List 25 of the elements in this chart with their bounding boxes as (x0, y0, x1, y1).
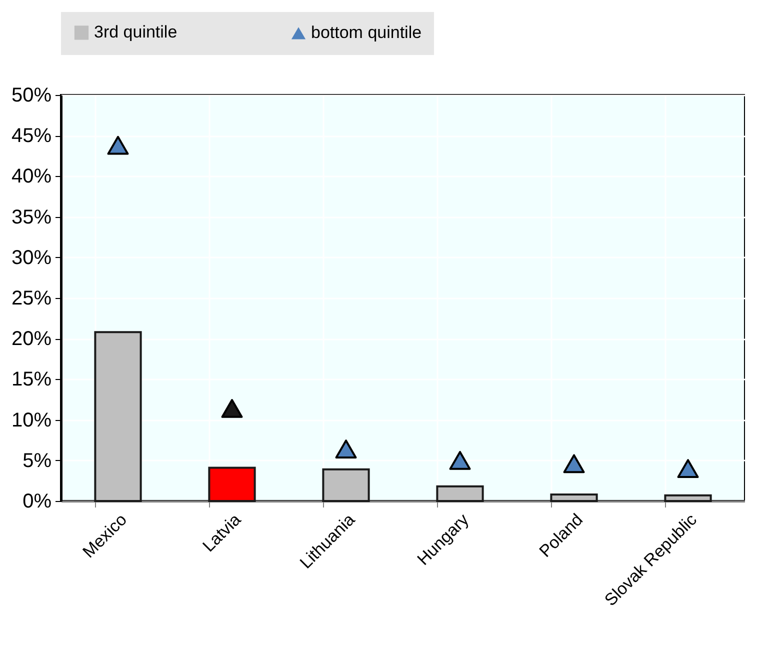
y-tick-label: 10% (11, 409, 52, 432)
point (335, 440, 357, 458)
bar (550, 494, 598, 502)
point (677, 459, 699, 478)
y-tick-label: 25% (11, 288, 52, 310)
y-tick-label: 50% (11, 84, 52, 106)
point (221, 398, 243, 418)
y-tick-label: 5% (22, 450, 52, 472)
bar (664, 494, 712, 502)
y-tick-label: 40% (11, 166, 52, 188)
point (563, 454, 585, 474)
y-tick-label: 35% (11, 206, 52, 228)
point (107, 136, 129, 155)
bar (94, 331, 142, 502)
bar (322, 468, 370, 502)
y-tick-label: 15% (11, 368, 52, 391)
legend-label: bottom quintile (311, 23, 422, 42)
y-tick-label: 30% (11, 246, 52, 269)
point (449, 450, 471, 470)
y-tick-label: 0% (22, 490, 52, 512)
bar (436, 485, 484, 502)
bar (208, 466, 256, 502)
y-tick-label: 45% (11, 125, 52, 148)
legend-label: 3rd quintile (94, 22, 178, 42)
y-tick-label: 20% (11, 328, 52, 350)
